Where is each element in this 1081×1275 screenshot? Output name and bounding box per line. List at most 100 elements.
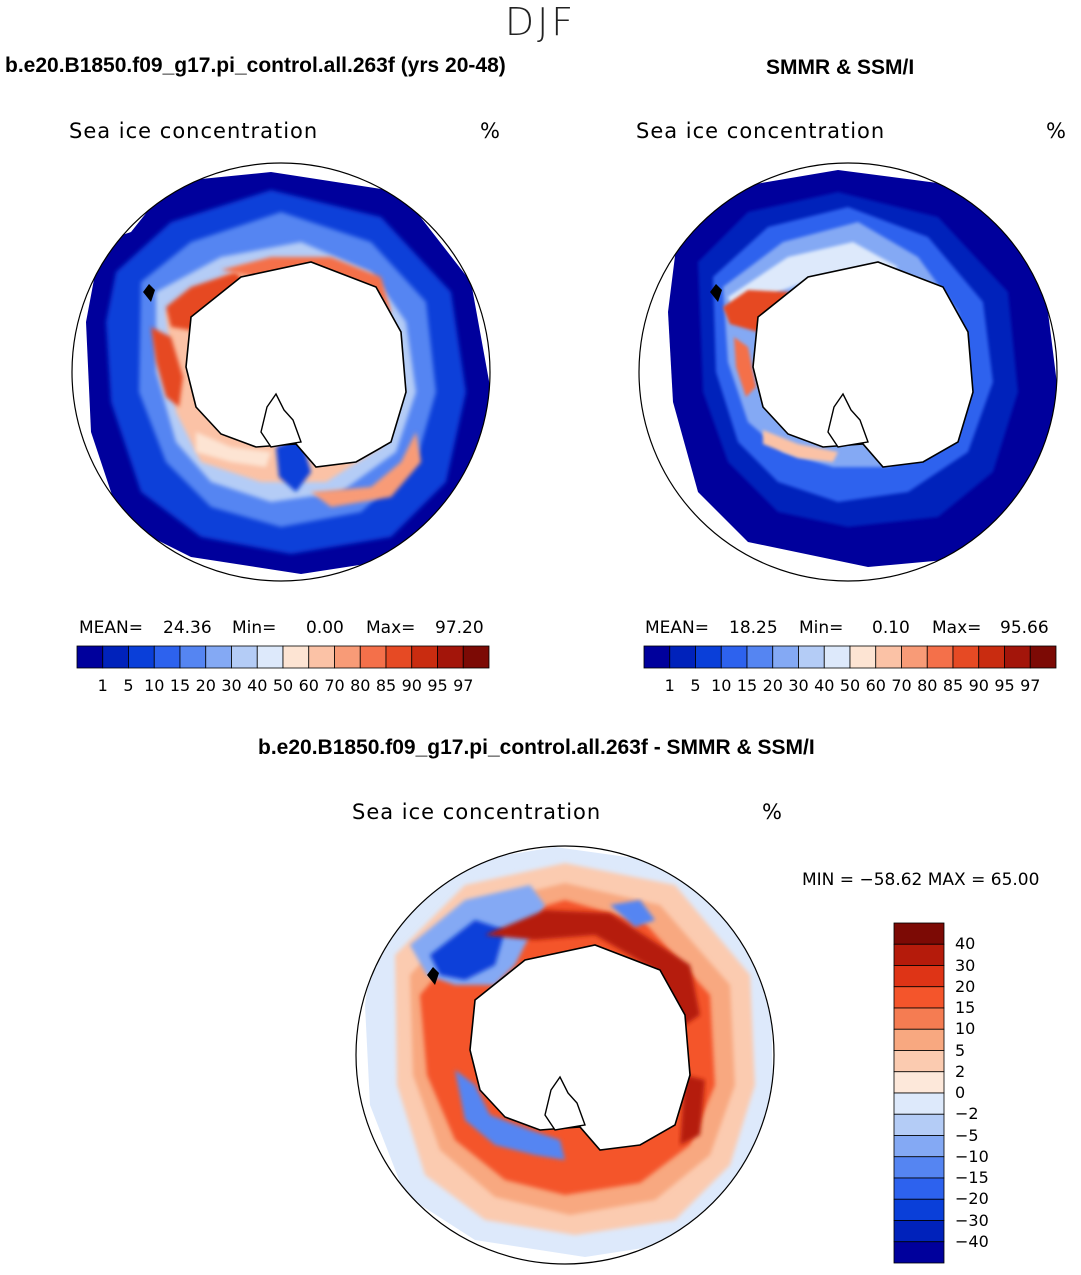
model-polar-map [71, 162, 491, 582]
diff-colorbar-tick-label: −10 [955, 1146, 989, 1166]
model-colorbar-swatch [462, 645, 490, 669]
obs-colorbar-tick-label: 60 [865, 676, 886, 695]
obs-colorbar-swatch [875, 645, 902, 669]
obs-mean-value: 18.25 [729, 618, 778, 638]
diff-colorbar-tick-label: −15 [955, 1168, 989, 1187]
diff-colorbar-swatch [893, 1071, 945, 1094]
diff-colorbar-swatch [893, 1220, 945, 1243]
obs-colorbar-swatches [643, 645, 1057, 669]
model-colorbar-tick-label: 90 [401, 676, 422, 695]
model-colorbar-swatch [76, 645, 104, 669]
model-units-label: % [480, 119, 501, 143]
diff-colorbar-tick-label: −20 [955, 1189, 989, 1209]
obs-colorbar-swatch [1004, 645, 1031, 669]
obs-min-label: Min= [799, 618, 844, 638]
model-colorbar-swatch [308, 645, 335, 669]
obs-colorbar-tick-label: 1 [664, 676, 675, 695]
diff-colorbar-tick-label: −2 [955, 1104, 979, 1124]
model-colorbar-tick-label: 30 [221, 676, 242, 695]
model-colorbar-tick-label: 10 [144, 676, 165, 695]
diff-minmax: MIN = −58.62 MAX = 65.00 [802, 870, 1040, 890]
diff-colorbar-swatch [893, 1007, 945, 1030]
model-colorbar-tick-label: 1 [97, 676, 108, 695]
obs-panel-title: SMMR & SSM/I [766, 56, 915, 79]
model-colorbar-tick-label: 95 [427, 676, 448, 695]
model-colorbar-swatch [179, 645, 207, 669]
model-colorbar-tick-label: 20 [195, 676, 216, 695]
model-colorbar-tick-label: 50 [272, 676, 294, 695]
obs-colorbar-swatch [695, 645, 722, 669]
obs-colorbar-tick-label: 97 [1020, 676, 1041, 695]
diff-colorbar-swatch [893, 1050, 945, 1073]
obs-variable-label: Sea ice concentration [636, 119, 886, 143]
obs-colorbar-swatch [669, 645, 696, 669]
obs-colorbar-swatch [1029, 645, 1057, 669]
obs-units-label: % [1046, 119, 1067, 143]
model-colorbar-tick-label: 97 [453, 676, 474, 695]
diff-colorbar-tick-label: 0 [955, 1083, 966, 1102]
obs-colorbar-tick-label: 40 [814, 676, 835, 695]
obs-colorbar-swatch [798, 645, 825, 669]
model-max-value: 97.20 [435, 618, 484, 638]
diff-colorbar-swatch [893, 943, 945, 966]
diff-units-label: % [762, 800, 783, 824]
diff-colorbar-tick-label: 20 [955, 976, 976, 996]
model-variable-label: Sea ice concentration [69, 119, 319, 143]
obs-colorbar-tick-label: 80 [917, 676, 938, 695]
model-colorbar-tick-label: 70 [324, 676, 345, 695]
obs-colorbar-swatch [952, 645, 980, 669]
model-colorbar-swatch [128, 645, 155, 669]
model-colorbar-swatch [385, 645, 413, 669]
obs-colorbar-swatch [978, 645, 1005, 669]
season-title: DJF [504, 0, 577, 44]
obs-colorbar-tick-label: 50 [839, 676, 861, 695]
obs-colorbar-swatch [823, 645, 851, 669]
model-colorbar-tick-label: 5 [123, 676, 134, 695]
obs-mean-label: MEAN= [645, 618, 709, 638]
obs-colorbar-tick-label: 95 [994, 676, 1015, 695]
diff-polar-map [355, 845, 775, 1265]
model-colorbar-swatch [102, 645, 129, 669]
model-colorbar-swatch [437, 645, 464, 669]
model-colorbar-tick-label: 60 [298, 676, 319, 695]
obs-colorbar-swatch [926, 645, 954, 669]
obs-colorbar-tick-label: 70 [891, 676, 912, 695]
obs-max-value: 95.66 [1000, 618, 1049, 638]
obs-colorbar-swatch [746, 645, 774, 669]
diff-colorbar-swatch [893, 1135, 945, 1158]
diff-colorbar-tick-label: 5 [955, 1040, 966, 1060]
model-colorbar-swatch [231, 645, 258, 669]
diff-colorbar-tick-label: 2 [955, 1061, 966, 1081]
diff-colorbar-swatch [893, 1092, 945, 1115]
diff-panel-title: b.e20.B1850.f09_g17.pi_control.all.263f … [258, 736, 815, 759]
obs-colorbar-swatch [720, 645, 748, 669]
diff-colorbar-swatch [893, 1241, 945, 1264]
obs-colorbar-tick-label: 10 [711, 676, 732, 695]
diff-colorbar-tick-label: 30 [955, 955, 976, 975]
obs-colorbar-tick-label: 15 [736, 676, 758, 695]
model-colorbar-swatch [153, 645, 181, 669]
obs-polar-map [638, 162, 1058, 582]
obs-colorbar-tick-label: 30 [788, 676, 809, 695]
model-mean-value: 24.36 [163, 618, 212, 638]
model-colorbar-swatch [256, 645, 284, 669]
diff-colorbar-swatch [893, 1198, 945, 1221]
diff-colorbar-swatch [893, 1113, 945, 1136]
diff-colorbar-tick-label: −5 [955, 1125, 979, 1145]
obs-colorbar-swatch [849, 645, 877, 669]
model-min-label: Min= [232, 618, 277, 638]
diff-colorbar-swatch [893, 986, 945, 1009]
model-colorbar-tick-label: 40 [247, 676, 268, 695]
model-colorbar-swatch [205, 645, 232, 669]
model-ice-field [72, 163, 490, 581]
diff-colorbar-swatch [893, 965, 945, 988]
diff-colorbar-swatch [893, 1156, 945, 1179]
model-colorbar-swatch [334, 645, 361, 669]
obs-colorbar-swatch [901, 645, 928, 669]
model-max-label: Max= [366, 618, 416, 638]
model-colorbar-tick-label: 80 [350, 676, 371, 695]
obs-min-value: 0.10 [872, 618, 910, 638]
diff-variable-label: Sea ice concentration [352, 800, 602, 824]
model-colorbar-swatch [359, 645, 387, 669]
diff-colorbar-tick-label: 40 [955, 934, 976, 954]
